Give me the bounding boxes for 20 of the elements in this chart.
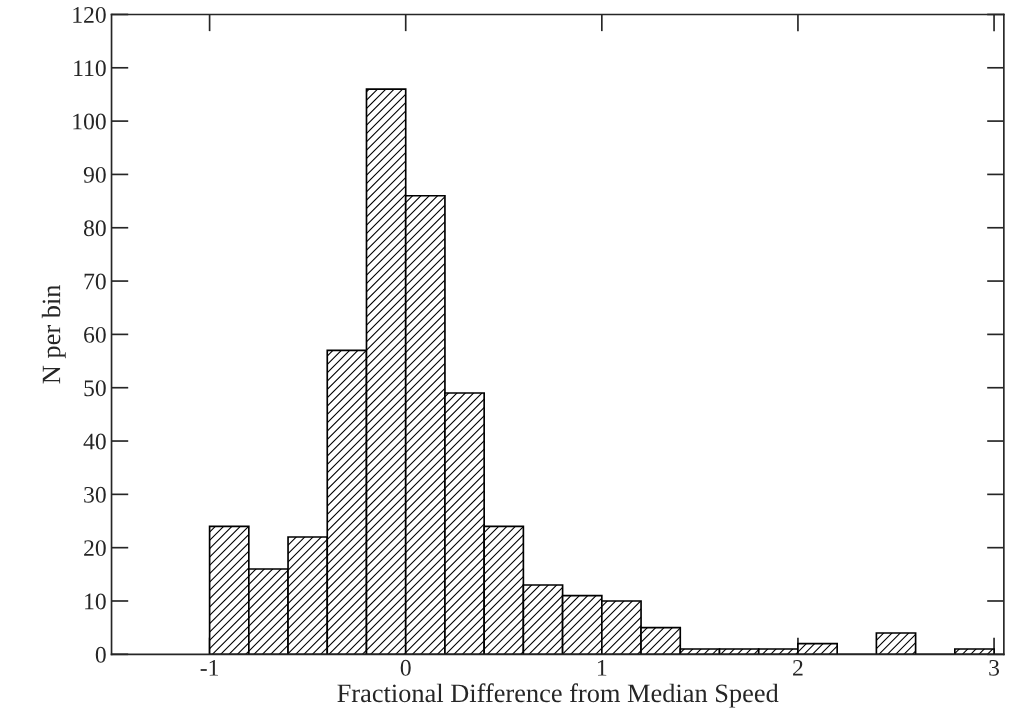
y-tick-label: 60	[84, 326, 106, 343]
x-tick-label: 3	[989, 659, 1000, 676]
y-tick-label: 80	[83, 220, 106, 237]
y-tick-label: 30	[84, 486, 106, 503]
x-tick-label: 1	[598, 659, 607, 676]
y-tick-label: 90	[83, 166, 106, 183]
y-tick-label: 110	[74, 60, 106, 77]
y-tick-label: 100	[73, 113, 106, 130]
y-tick-label: 120	[73, 6, 106, 23]
x-tick-label: 0	[400, 659, 411, 676]
y-axis-title: N per bin	[41, 284, 66, 384]
y-tick-label: 10	[85, 593, 106, 610]
y-tick-label: 20	[84, 540, 106, 557]
x-tick-label: 2	[793, 659, 803, 676]
y-tick-label: 40	[83, 433, 106, 450]
x-tick-label: -1	[200, 659, 219, 676]
y-tick-label: 70	[84, 273, 106, 290]
x-axis-title: Fractional Difference from Median Speed	[337, 683, 779, 708]
y-tick-label: 0	[95, 646, 106, 663]
y-tick-label: 50	[84, 380, 106, 397]
